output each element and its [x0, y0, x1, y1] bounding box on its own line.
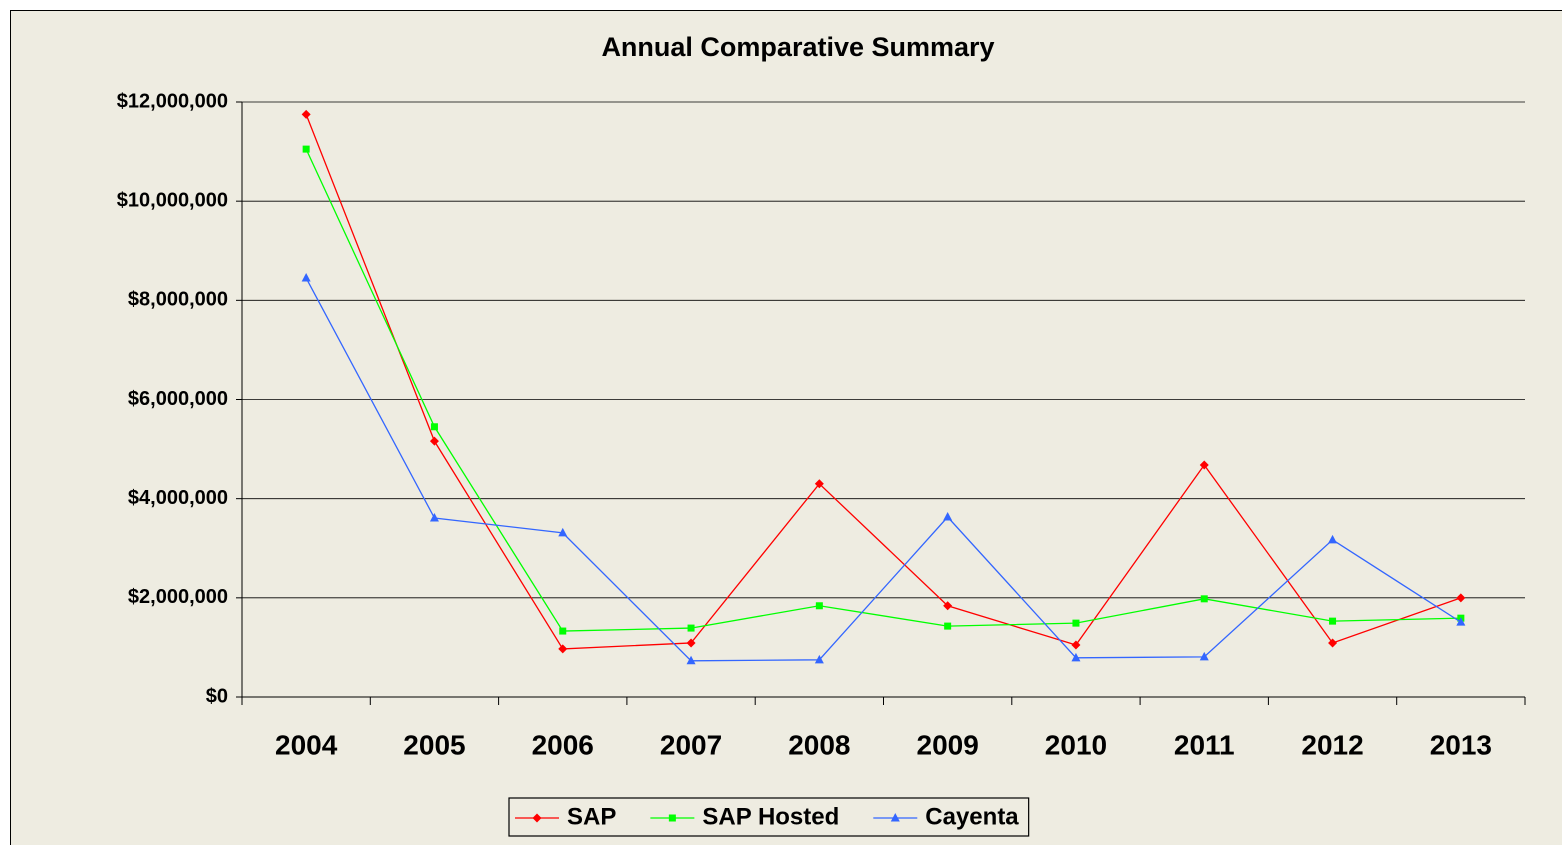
x-tick-label: 2008	[788, 729, 850, 760]
point-marker	[1199, 651, 1209, 661]
x-tick-label: 2005	[403, 729, 465, 760]
point-marker	[559, 627, 567, 635]
x-tick-label: 2012	[1301, 729, 1363, 760]
point-marker	[668, 814, 676, 822]
point-marker	[429, 436, 439, 446]
point-marker	[558, 527, 568, 537]
x-tick-label: 2010	[1045, 729, 1107, 760]
y-tick-label: $2,000,000	[128, 586, 228, 608]
point-marker	[301, 109, 311, 119]
point-marker	[1328, 638, 1338, 648]
point-marker	[1071, 652, 1081, 662]
point-marker	[943, 601, 953, 611]
point-marker	[814, 654, 824, 664]
legend-label: Cayenta	[925, 803, 1019, 830]
point-marker	[302, 145, 310, 153]
x-tick-label: 2006	[532, 729, 594, 760]
point-marker	[1456, 617, 1466, 626]
y-tick-label: $0	[206, 685, 228, 707]
point-marker	[890, 813, 900, 822]
x-tick-label: 2009	[917, 729, 979, 760]
point-marker	[1329, 617, 1337, 625]
point-marker	[429, 513, 439, 522]
x-tick-label: 2007	[660, 729, 722, 760]
x-tick-label: 2013	[1430, 729, 1492, 760]
series-line	[305, 148, 1461, 632]
point-marker	[1072, 619, 1080, 627]
legend-box	[508, 797, 1030, 837]
x-tick-label: 2011	[1174, 729, 1235, 760]
series-line	[305, 114, 1462, 650]
x-tick-label: 2004	[275, 729, 338, 760]
y-tick-label: $12,000,000	[117, 90, 228, 112]
y-tick-label: $8,000,000	[128, 289, 228, 311]
y-tick-label: $4,000,000	[128, 487, 228, 509]
point-marker	[1456, 593, 1466, 603]
point-marker	[558, 644, 568, 654]
point-marker	[944, 622, 952, 630]
point-marker	[686, 638, 696, 648]
y-tick-label: $6,000,000	[128, 388, 228, 410]
point-marker	[532, 813, 542, 823]
legend-label: SAP	[567, 803, 616, 830]
legend-label: SAP Hosted	[702, 803, 839, 830]
point-marker	[814, 479, 824, 489]
legend: SAP SAP Hosted Cayenta	[508, 797, 1030, 837]
point-marker	[815, 602, 823, 610]
chart-title: Annual Comparative Summary	[601, 32, 994, 62]
point-marker	[430, 423, 438, 431]
y-tick-label: $10,000,000	[117, 189, 228, 211]
point-marker	[1199, 460, 1209, 470]
point-marker	[1071, 640, 1081, 650]
point-marker	[301, 273, 311, 282]
chart-background	[10, 10, 1562, 845]
series-line	[305, 277, 1462, 662]
point-marker	[943, 512, 953, 521]
point-marker	[1200, 595, 1208, 603]
point-marker	[686, 655, 696, 665]
point-marker	[1328, 534, 1338, 544]
point-marker	[687, 624, 695, 632]
